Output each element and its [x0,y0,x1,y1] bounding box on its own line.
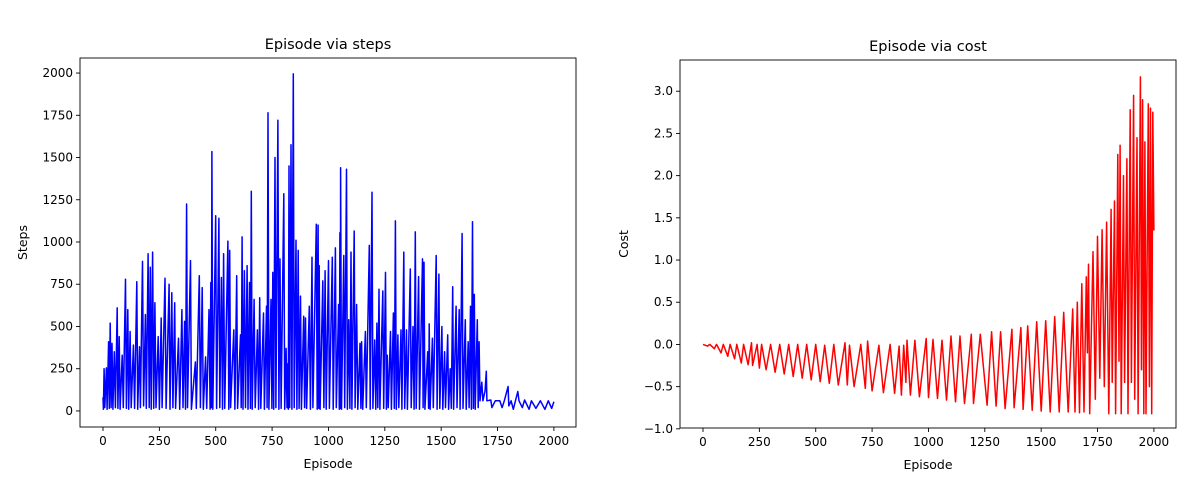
x-tick-label: 750 [261,434,284,448]
y-tick-label: 750 [50,277,73,291]
x-tick-label: 2000 [1139,435,1170,449]
x-tick-label: 1500 [426,434,457,448]
x-axis-label: Episode [303,456,352,471]
y-tick-label: 2.0 [654,169,673,183]
x-tick-label: 1250 [970,435,1001,449]
y-tick-label: 500 [50,319,73,333]
chart-steps: 0 250 500 750 1000 1250 1500 1750 2000 0 250 500 750… [15,37,577,471]
x-tick-label: 250 [148,434,171,448]
series-line [102,73,555,411]
y-tick-label: 250 [50,362,73,376]
y-tick-label: 0 [65,404,73,418]
y-axis-label: Cost [616,230,631,258]
x-tick-label: 2000 [539,434,570,448]
y-tick-label: 0.5 [654,295,673,309]
x-tick-label: 0 [99,434,107,448]
x-tick-label: 500 [204,434,227,448]
y-tick-label: 0.0 [654,337,673,351]
y-axis-label: Steps [15,225,30,260]
chart-title: Episode via cost [869,39,987,55]
axes-frame [679,59,1177,429]
y-tick-label: 3.0 [654,84,673,98]
y-tick-label: −0.5 [644,380,673,394]
y-tick-label: −1.0 [644,422,673,436]
y-tick-label: 1500 [42,151,73,165]
x-tick-label: 1250 [370,434,401,448]
y-tick-label: 2000 [42,66,73,80]
axes-frame [79,57,577,428]
x-tick-label: 250 [748,435,771,449]
y-tick-label: 2.5 [654,126,673,140]
y-tick-label: 1.5 [654,211,673,225]
y-tick-label: 1750 [42,108,73,122]
x-tick-label: 500 [804,435,827,449]
x-tick-label: 750 [861,435,884,449]
x-tick-label: 1000 [313,434,344,448]
x-tick-label: 1750 [1082,435,1113,449]
x-tick-label: 1000 [913,435,944,449]
y-tick-label: 1000 [42,235,73,249]
y-tick-label: 1250 [42,193,73,207]
chart-cost: 0 250 500 750 1000 1250 1500 1750 2000 −1.0 −0.5 0.… [616,39,1177,472]
series-line [702,76,1155,415]
y-tick-label: 1.0 [654,253,673,267]
chart-title: Episode via steps [265,37,392,53]
x-tick-label: 1750 [482,434,513,448]
x-tick-label: 1500 [1026,435,1057,449]
x-tick-label: 0 [699,435,707,449]
x-axis-label: Episode [903,457,952,472]
